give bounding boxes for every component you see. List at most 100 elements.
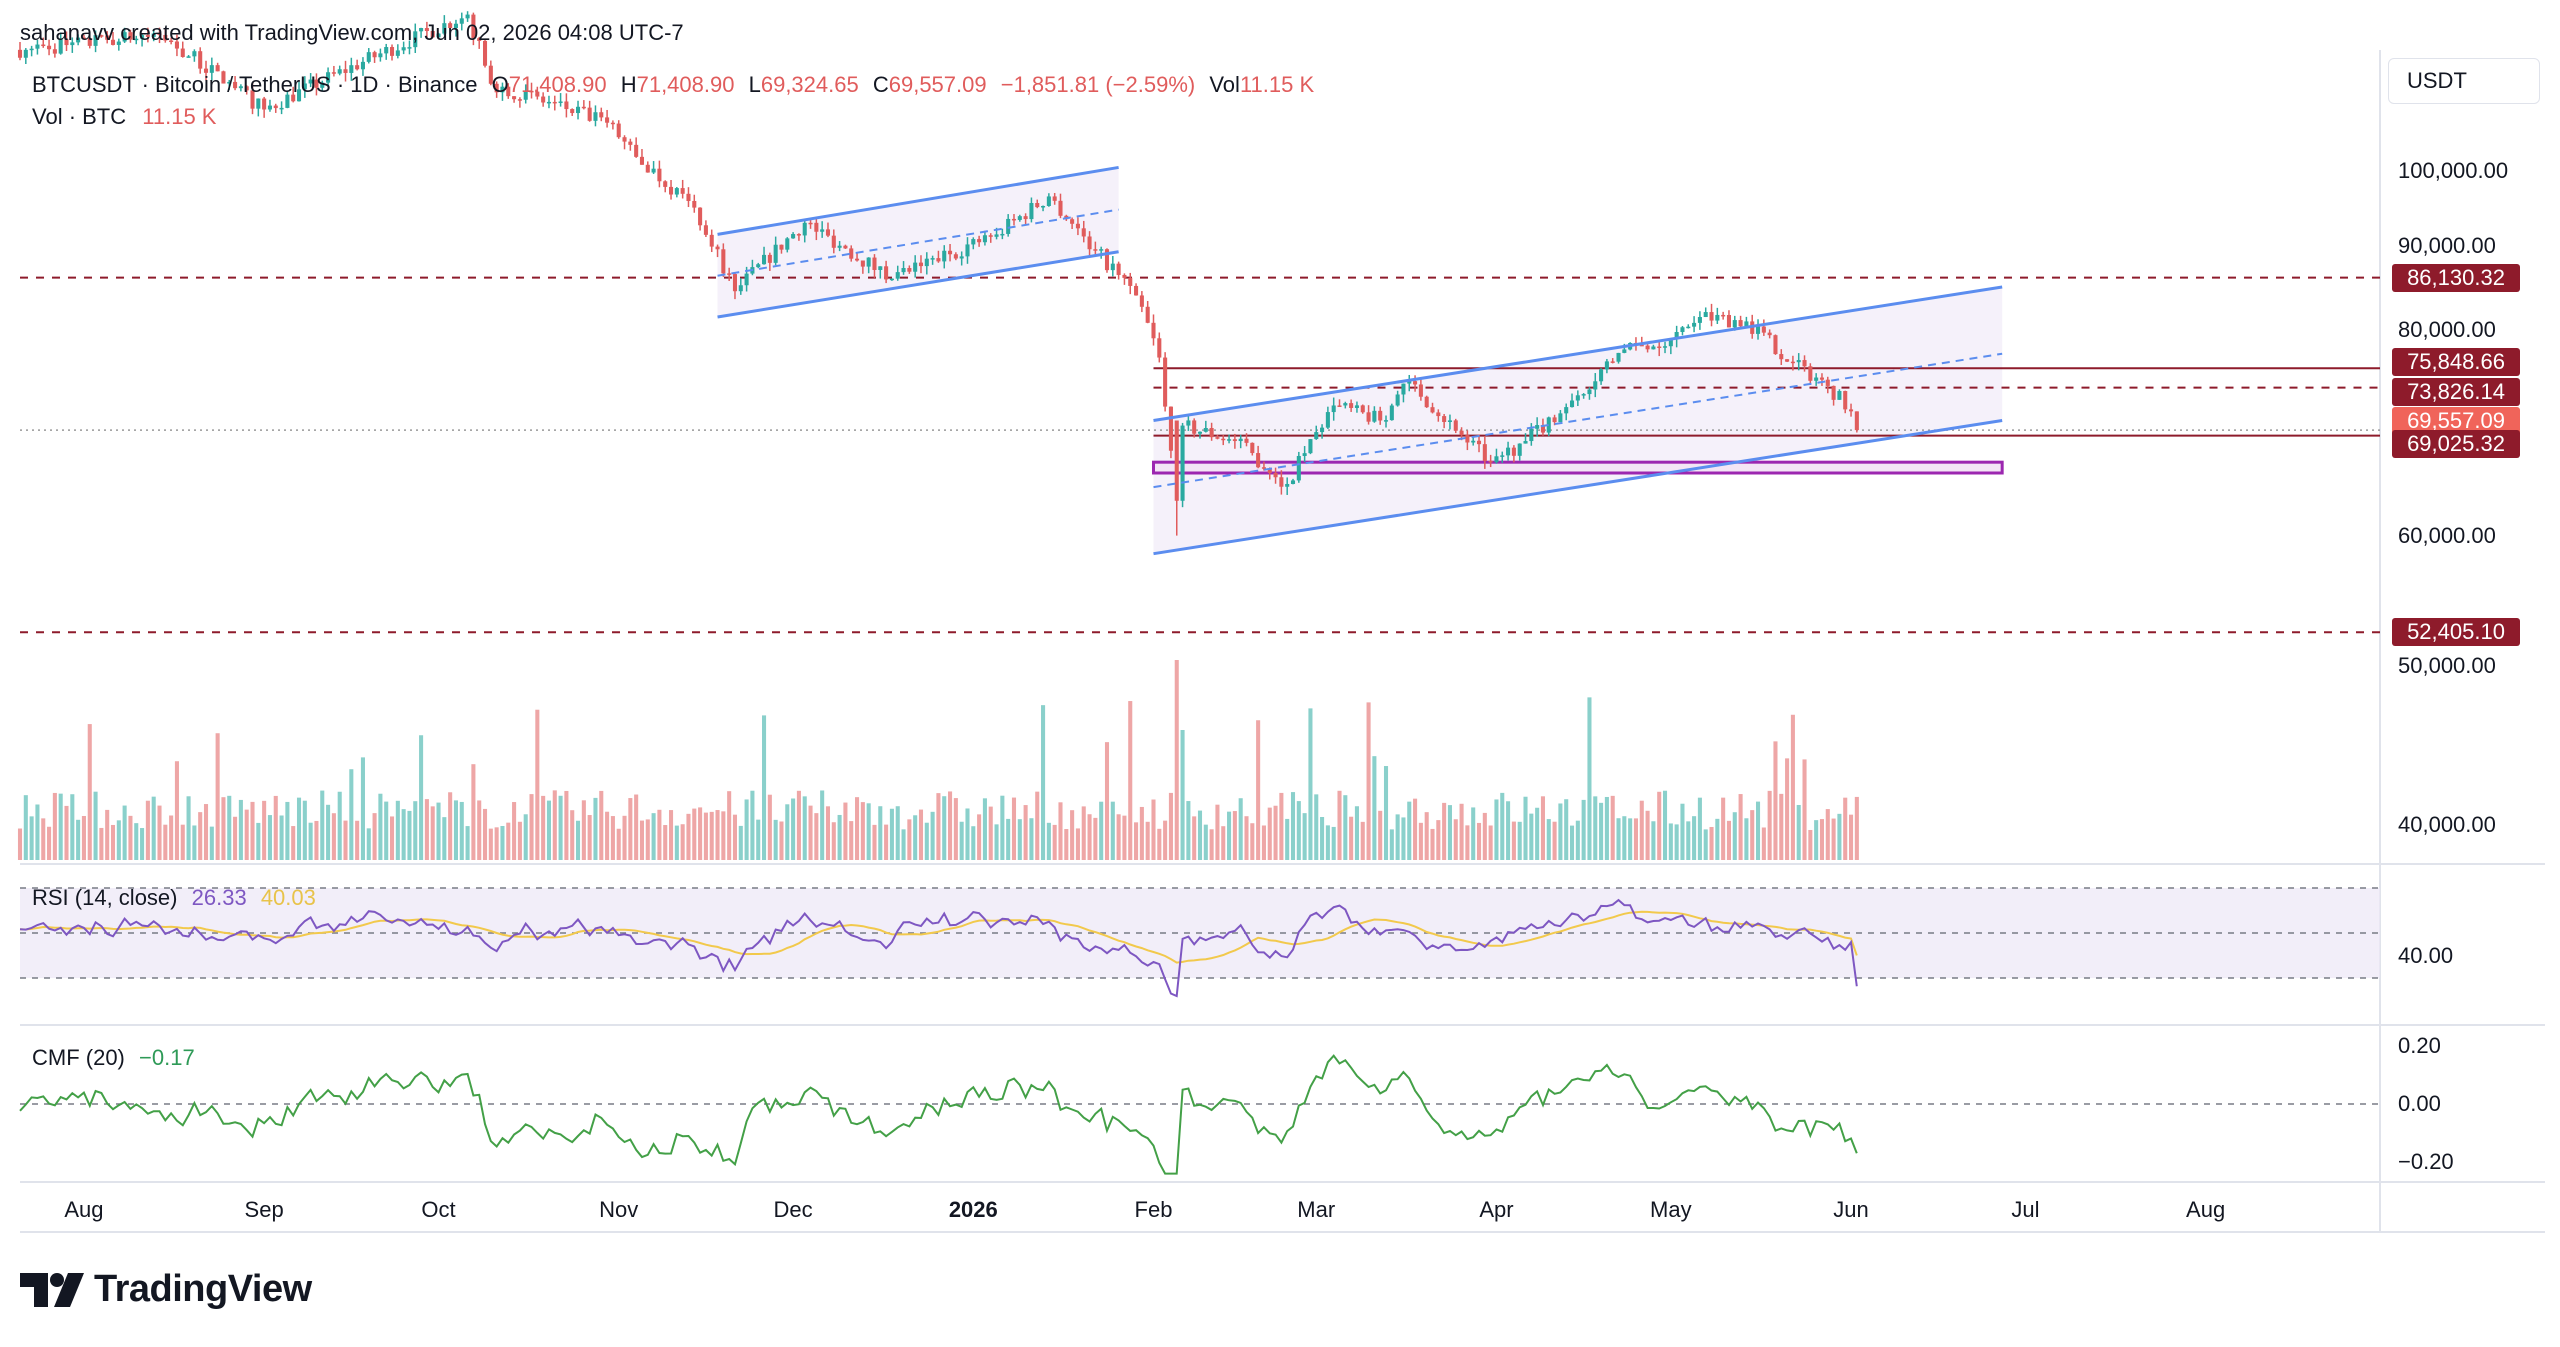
candle-body bbox=[163, 34, 168, 41]
candle-body bbox=[1256, 453, 1261, 468]
volume-bar bbox=[262, 800, 267, 860]
price-tick-label: 100,000.00 bbox=[2398, 158, 2509, 183]
candle-body bbox=[1488, 460, 1493, 463]
volume-bar bbox=[128, 815, 133, 860]
volume-bar bbox=[1087, 814, 1092, 860]
volume-bar bbox=[349, 769, 354, 860]
candle-body bbox=[913, 262, 918, 272]
volume-bar bbox=[959, 821, 964, 860]
rsi-legend[interactable]: RSI (14, close) 26.33 40.03 bbox=[32, 885, 316, 911]
volume-bar bbox=[163, 824, 168, 860]
candle-body bbox=[994, 234, 999, 237]
candle-body bbox=[523, 90, 528, 100]
candle-body bbox=[1308, 439, 1313, 454]
candle-body bbox=[442, 23, 447, 34]
candle-body bbox=[1575, 395, 1580, 401]
candle-body bbox=[575, 106, 581, 114]
trend-channels[interactable] bbox=[717, 165, 2003, 556]
candle-body bbox=[1523, 441, 1528, 444]
channel-lower-line-2 bbox=[1153, 419, 2003, 556]
volume-bar bbox=[785, 804, 790, 860]
cmf-legend[interactable]: CMF (20) −0.17 bbox=[32, 1045, 195, 1071]
price-tick-label: 90,000.00 bbox=[2398, 233, 2496, 259]
volume-bar bbox=[1447, 805, 1452, 860]
volume-bar bbox=[616, 828, 621, 860]
candle-body bbox=[1686, 326, 1691, 329]
time-tick-label: May bbox=[1650, 1197, 1692, 1222]
volume-bar bbox=[1011, 797, 1017, 860]
currency-selector[interactable]: USDT bbox=[2388, 58, 2540, 104]
candle-body bbox=[343, 69, 348, 73]
candle-body bbox=[407, 47, 412, 49]
volume-bar bbox=[1000, 795, 1005, 860]
volume-bar bbox=[930, 811, 935, 860]
volume-bar bbox=[895, 806, 900, 860]
time-tick-label: Sep bbox=[244, 1197, 284, 1222]
candle-body bbox=[529, 90, 534, 93]
candle-body bbox=[1046, 196, 1051, 206]
candle-body bbox=[1453, 420, 1458, 431]
volume-legend[interactable]: Vol · BTC 11.15 K bbox=[32, 104, 216, 130]
candle-body bbox=[1535, 425, 1540, 429]
candle-body bbox=[64, 39, 69, 46]
candle-body bbox=[314, 79, 319, 88]
candle-body bbox=[1604, 361, 1609, 370]
volume-bar bbox=[866, 803, 871, 860]
volume-bar bbox=[1569, 825, 1575, 860]
candle-body bbox=[785, 238, 790, 250]
candle-body bbox=[1494, 456, 1499, 463]
volume-bar bbox=[1500, 792, 1505, 860]
close-label: C bbox=[872, 72, 889, 97]
candle-body bbox=[663, 181, 668, 187]
candle-body bbox=[977, 239, 982, 243]
volume-bar bbox=[233, 816, 238, 860]
candle-body bbox=[1360, 405, 1365, 413]
candle-body bbox=[773, 244, 778, 263]
volume-bar bbox=[1465, 825, 1470, 860]
candle-body bbox=[1511, 447, 1516, 456]
symbol-legend[interactable]: BTCUSDT · Bitcoin / TetherUS · 1D · Bina… bbox=[32, 72, 1314, 98]
volume-bar bbox=[535, 709, 540, 860]
candle-body bbox=[23, 49, 28, 58]
candle-body bbox=[552, 101, 557, 104]
candle-body bbox=[570, 109, 575, 114]
volume-bar bbox=[529, 794, 534, 860]
volume-bars bbox=[17, 660, 1859, 860]
candle-body bbox=[889, 278, 894, 281]
candle-body bbox=[1366, 412, 1371, 422]
volume-bar bbox=[500, 825, 505, 860]
volume-bar bbox=[715, 810, 720, 860]
candle-body bbox=[145, 35, 150, 37]
candle-body bbox=[732, 274, 738, 292]
volume-bar bbox=[35, 804, 40, 860]
candle-body bbox=[872, 257, 877, 270]
volume-bar bbox=[709, 811, 714, 860]
candle-body bbox=[1726, 315, 1731, 328]
candle-body bbox=[1122, 274, 1127, 278]
candle-body bbox=[884, 266, 889, 280]
volume-bar bbox=[87, 724, 92, 860]
candle-body bbox=[87, 38, 92, 46]
candle-body bbox=[244, 86, 249, 91]
volume-bar bbox=[64, 805, 69, 860]
volume-bar bbox=[546, 800, 551, 860]
tradingview-logo[interactable]: TradingView bbox=[20, 1268, 312, 1311]
high-value: 71,408.90 bbox=[636, 72, 735, 97]
volume-bar bbox=[1122, 815, 1127, 860]
candle-body bbox=[1261, 467, 1266, 469]
candle-body bbox=[29, 48, 34, 51]
time-tick-label: Jun bbox=[1833, 1197, 1869, 1222]
candle-body bbox=[448, 23, 453, 29]
channel-lower-line-1 bbox=[717, 250, 1119, 319]
candle-body bbox=[1732, 320, 1737, 328]
volume-bar bbox=[1645, 810, 1650, 860]
candle-body bbox=[1000, 233, 1005, 236]
candle-body bbox=[808, 222, 813, 225]
volume-bar bbox=[843, 802, 848, 860]
volume-bar bbox=[1535, 807, 1540, 860]
volume-bar bbox=[1738, 794, 1743, 860]
volume-bar bbox=[1052, 824, 1057, 860]
candle-body bbox=[1378, 410, 1383, 421]
volume-bar bbox=[581, 800, 586, 860]
